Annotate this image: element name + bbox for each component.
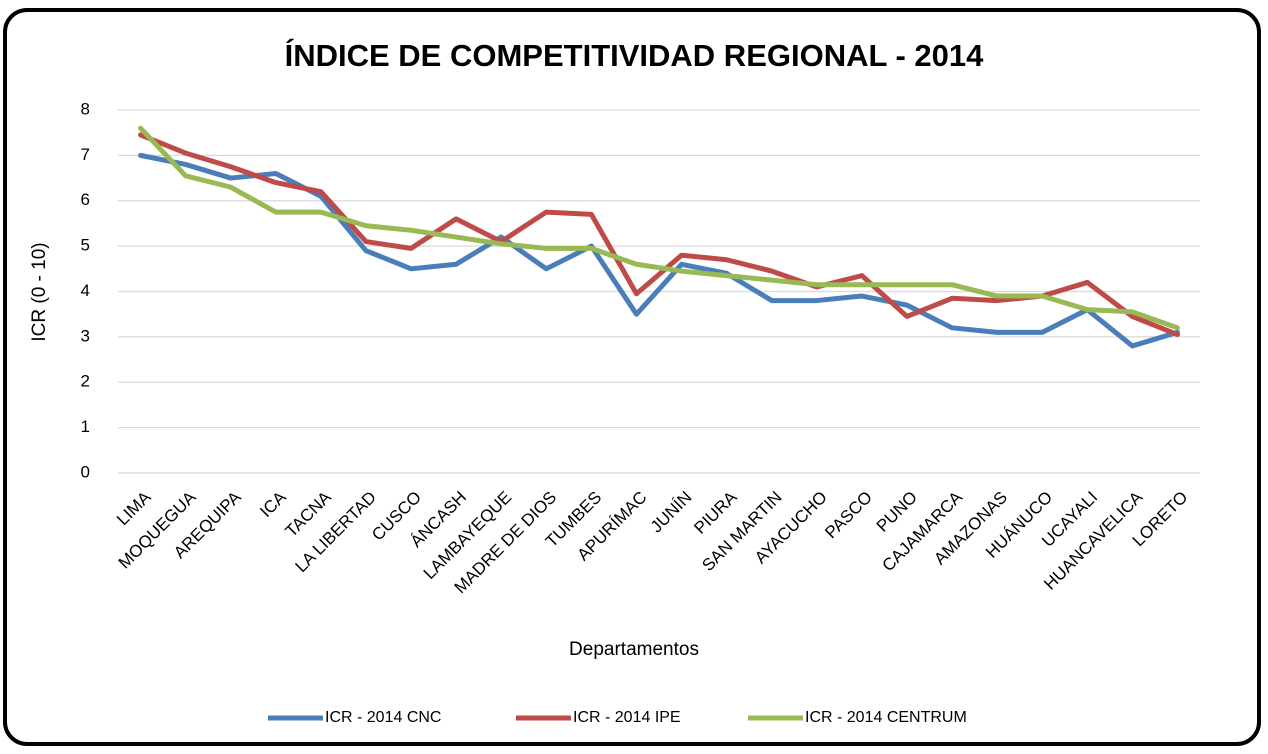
- chart-frame: [3, 8, 1261, 746]
- y-tick-label: 8: [81, 99, 90, 118]
- y-tick-label: 1: [81, 417, 90, 436]
- y-tick-label: 6: [81, 190, 90, 209]
- y-axis-title: ICR (0 - 10): [29, 242, 50, 341]
- y-tick-label: 5: [81, 236, 90, 255]
- y-tick-label: 7: [81, 145, 90, 164]
- chart-title: ÍNDICE DE COMPETITIVIDAD REGIONAL - 2014: [285, 38, 985, 73]
- legend-label: ICR - 2014 CNC: [325, 709, 441, 726]
- series-line: [138, 125, 1180, 331]
- x-axis-title: Departamentos: [569, 639, 699, 660]
- y-tick-label: 0: [81, 462, 90, 481]
- y-tick-label: 4: [81, 281, 90, 300]
- series-line: [138, 132, 1180, 338]
- y-tick-label: 2: [81, 372, 90, 391]
- legend-label: ICR - 2014 CENTRUM: [805, 709, 967, 726]
- legend-label: ICR - 2014 IPE: [573, 709, 681, 726]
- y-tick-label: 3: [81, 326, 90, 345]
